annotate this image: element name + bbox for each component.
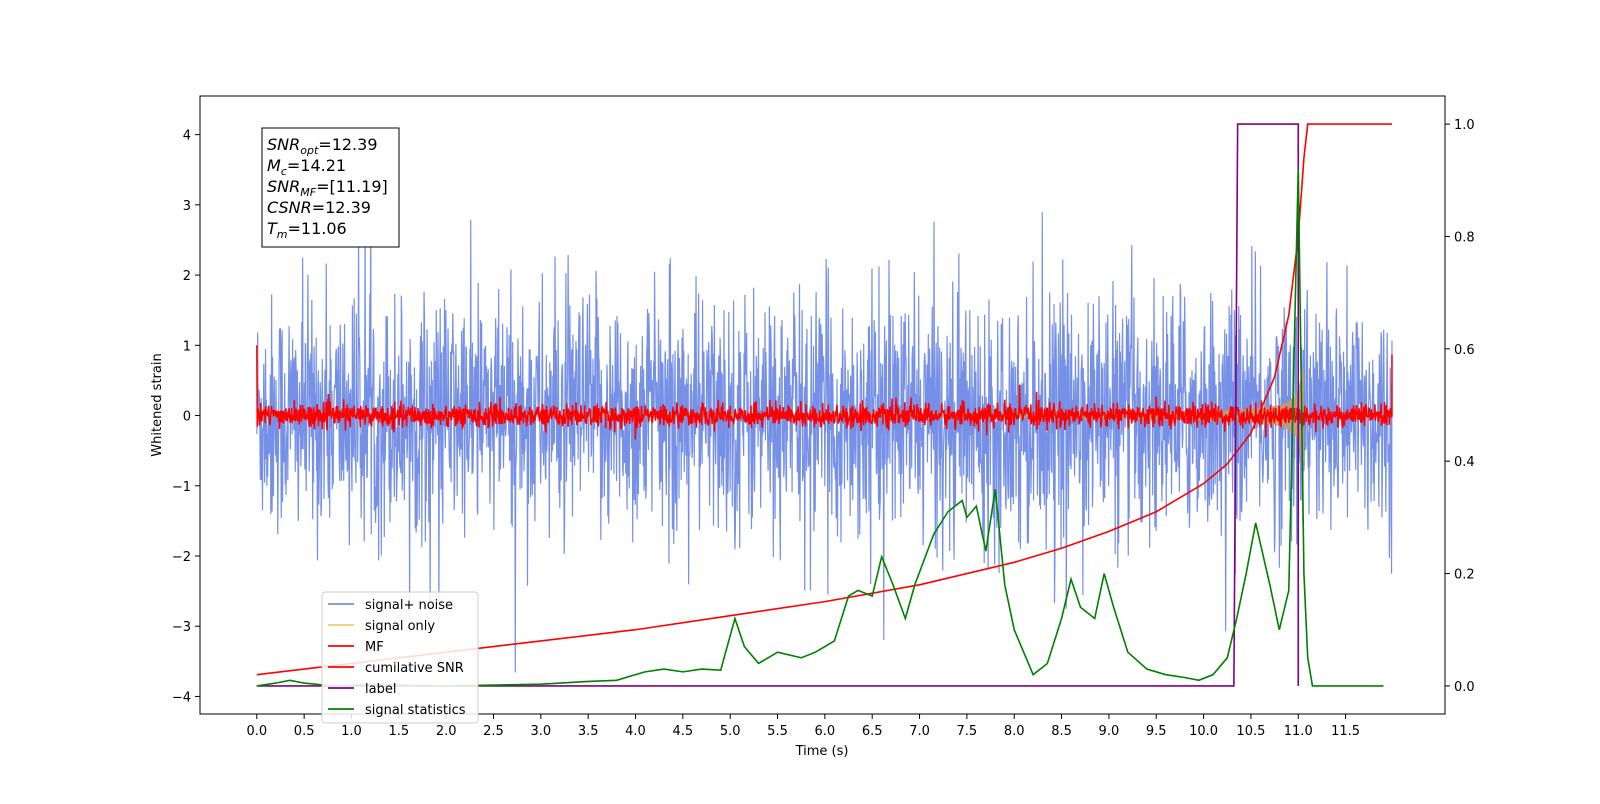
x-tick-label: 8.0 bbox=[1004, 724, 1025, 739]
x-tick-label: 5.0 bbox=[720, 724, 741, 739]
y-tick-label: 0 bbox=[183, 410, 191, 425]
stats-annotation-box: SNRopt=12.39Mc=14.21SNRMF=[11.19]CSNR=12… bbox=[261, 127, 400, 248]
x-tick-label: 10.0 bbox=[1189, 724, 1218, 739]
x-tick-label: 1.5 bbox=[388, 724, 409, 739]
annotation-symbol: T bbox=[267, 219, 278, 238]
legend-label: MF bbox=[365, 640, 384, 655]
y2-tick-label: 0.2 bbox=[1454, 568, 1475, 583]
annotation-symbol: SNR bbox=[267, 135, 300, 154]
x-tick-label: 9.5 bbox=[1146, 724, 1167, 739]
x-tick-label: 7.5 bbox=[957, 724, 978, 739]
y-axis-right: 0.0 0.2 0.4 0.6 0.8 1.0 bbox=[1445, 118, 1475, 695]
y-tick-label: −2 bbox=[172, 550, 191, 565]
annotation-line: Mc=14.21 bbox=[267, 156, 346, 178]
x-tick-label: 4.0 bbox=[625, 724, 646, 739]
annotation-value: =11.06 bbox=[288, 219, 347, 238]
y2-tick-label: 0.8 bbox=[1454, 230, 1475, 245]
series-layer bbox=[256, 123, 1393, 687]
y2-tick-label: 0.0 bbox=[1454, 680, 1475, 695]
y-axis-left: −4 −3 −2 −1 0 1 2 3 4 bbox=[172, 129, 200, 705]
y-axis-label: Whitened strain bbox=[150, 353, 165, 456]
legend-label: cumilative SNR bbox=[365, 661, 464, 676]
x-tick-label: 3.5 bbox=[578, 724, 599, 739]
annotation-line: SNRopt=12.39 bbox=[267, 135, 378, 157]
series-label bbox=[256, 123, 1300, 687]
y-tick-label: 4 bbox=[183, 129, 191, 144]
annotation-symbol: M bbox=[267, 156, 281, 175]
y-tick-label: −3 bbox=[172, 620, 191, 635]
x-axis: 0.0 0.5 1.0 1.5 2.0 2.5 3.0 3.5 4.0 4.5 5.0 5.5 6.0 6… bbox=[246, 714, 1360, 739]
y-tick-label: 2 bbox=[183, 269, 191, 284]
annotation-value: =[11.19] bbox=[316, 177, 388, 196]
legend: signal+ noise signal only MF cumilative SNR… bbox=[321, 591, 479, 724]
annotation-value: =12.39 bbox=[312, 198, 371, 217]
annotation-symbol: CSNR bbox=[267, 198, 312, 217]
y-tick-label: 3 bbox=[183, 199, 191, 214]
y2-tick-label: 1.0 bbox=[1454, 118, 1475, 133]
plot-frame bbox=[199, 95, 1446, 715]
annotation-value: =14.21 bbox=[287, 156, 346, 175]
annotation-subscript: c bbox=[281, 165, 287, 178]
x-tick-label: 6.5 bbox=[862, 724, 883, 739]
y-tick-label: −1 bbox=[172, 480, 191, 495]
legend-label: label bbox=[365, 682, 396, 697]
legend-label: signal only bbox=[365, 619, 435, 634]
annotation-subscript: m bbox=[277, 228, 288, 241]
x-tick-label: 8.5 bbox=[1051, 724, 1072, 739]
x-tick-label: 6.0 bbox=[815, 724, 836, 739]
annotation-subscript: MF bbox=[300, 186, 316, 199]
annotation-subscript: opt bbox=[300, 144, 319, 157]
series-signal-noise bbox=[256, 188, 1393, 673]
series-mf bbox=[256, 345, 1393, 440]
x-tick-label: 0.0 bbox=[246, 724, 267, 739]
x-tick-label: 2.5 bbox=[483, 724, 504, 739]
annotation-line: CSNR=12.39 bbox=[267, 198, 371, 217]
legend-label: signal+ noise bbox=[365, 598, 453, 613]
annotation-box-frame bbox=[261, 127, 400, 248]
annotation-line: SNRMF=[11.19] bbox=[267, 177, 388, 199]
x-tick-label: 3.0 bbox=[530, 724, 551, 739]
x-tick-label: 9.0 bbox=[1099, 724, 1120, 739]
annotation-value: =12.39 bbox=[318, 135, 377, 154]
legend-frame bbox=[321, 591, 479, 724]
x-tick-label: 2.0 bbox=[436, 724, 457, 739]
x-tick-label: 7.0 bbox=[909, 724, 930, 739]
y2-tick-label: 0.6 bbox=[1454, 343, 1475, 358]
legend-label: signal statistics bbox=[365, 703, 466, 718]
x-tick-label: 11.0 bbox=[1284, 724, 1313, 739]
y-tick-label: 1 bbox=[183, 339, 191, 354]
x-axis-label: Time (s) bbox=[795, 744, 849, 759]
series-cumulative-snr bbox=[256, 123, 1392, 676]
x-tick-label: 10.5 bbox=[1236, 724, 1265, 739]
x-tick-label: 5.5 bbox=[767, 724, 788, 739]
series-signal-statistics bbox=[256, 169, 1384, 687]
x-tick-label: 11.5 bbox=[1331, 724, 1360, 739]
annotation-symbol: SNR bbox=[267, 177, 300, 196]
x-tick-label: 1.0 bbox=[341, 724, 362, 739]
y2-tick-label: 0.4 bbox=[1454, 455, 1475, 470]
annotation-line: Tm=11.06 bbox=[267, 219, 347, 241]
x-tick-label: 0.5 bbox=[294, 724, 315, 739]
x-tick-label: 4.5 bbox=[673, 724, 694, 739]
y-tick-label: −4 bbox=[172, 690, 191, 705]
